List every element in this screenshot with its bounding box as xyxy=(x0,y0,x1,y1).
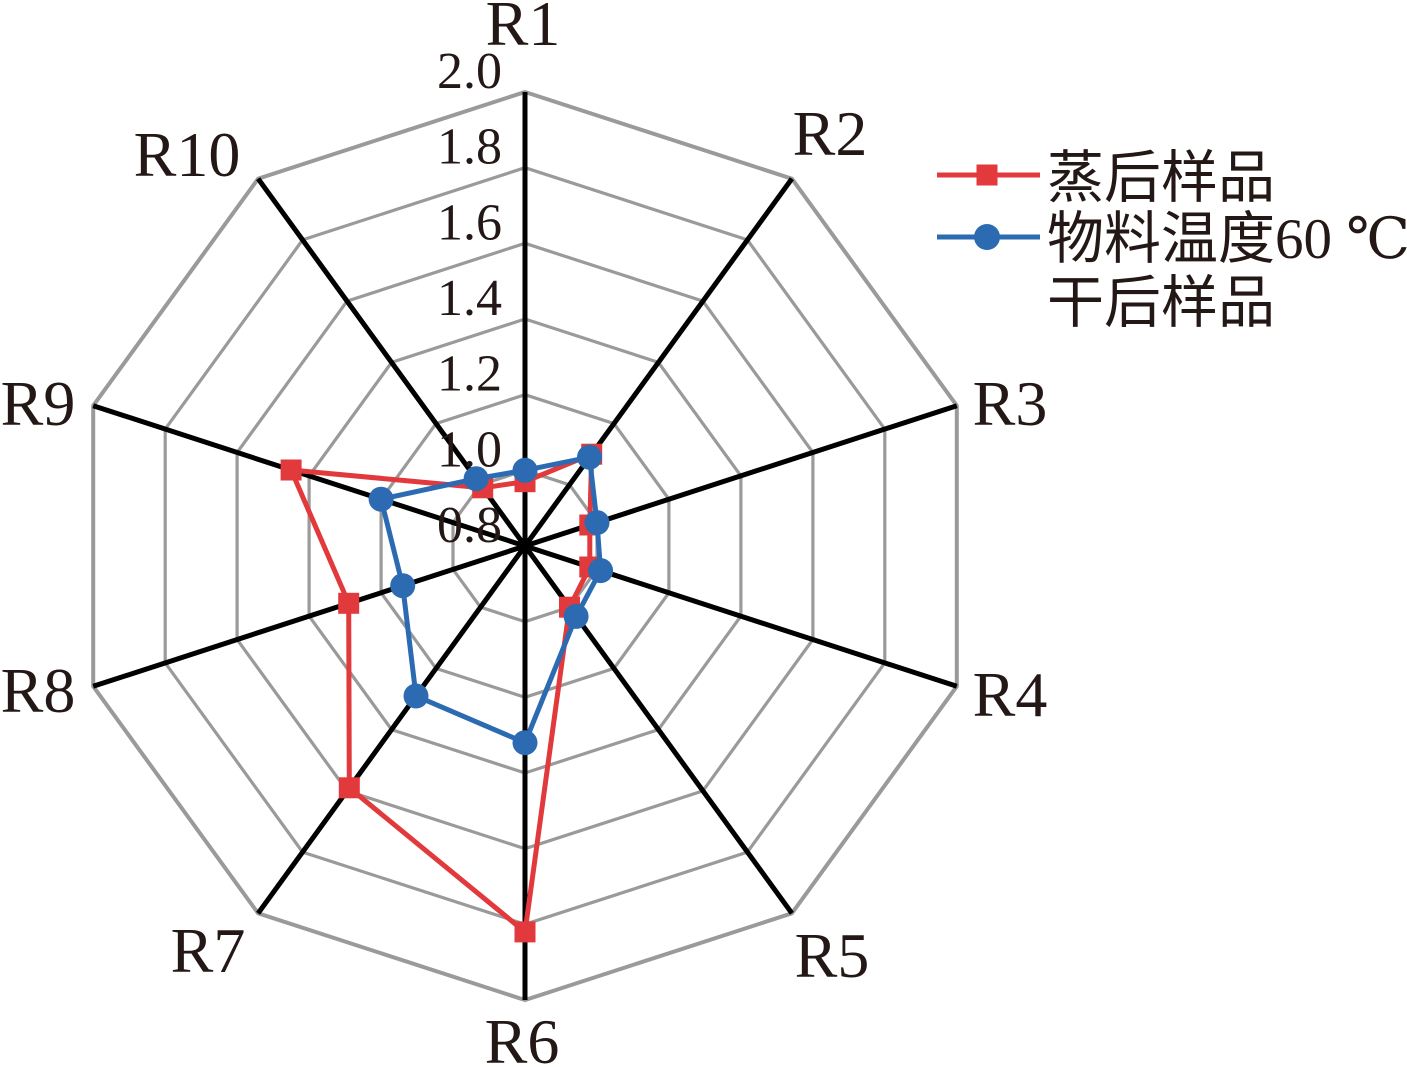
series-0-marker-R8 xyxy=(338,592,360,614)
series-1-marker-R9 xyxy=(368,486,394,512)
series-0-marker-R9 xyxy=(280,459,302,481)
axis-label-R1: R1 xyxy=(486,0,561,59)
legend-swatch-circle-1 xyxy=(974,224,1000,250)
axis-spoke-R8 xyxy=(92,543,526,689)
axis-label-R10: R10 xyxy=(134,119,241,190)
tick-label-1.8: 1.8 xyxy=(437,119,502,176)
axis-spoke-R2 xyxy=(522,177,794,548)
tick-label-1.4: 1.4 xyxy=(437,270,502,327)
series-1-marker-R2 xyxy=(577,444,602,470)
axis-spoke-R9 xyxy=(92,403,526,549)
tick-label-2.0: 2.0 xyxy=(437,43,502,100)
legend-swatch-square-0 xyxy=(976,164,998,186)
axis-label-R7: R7 xyxy=(171,915,246,986)
axis-label-R3: R3 xyxy=(973,368,1048,439)
legend-label-0: 蒸后样品 xyxy=(1047,147,1275,210)
series-1-marker-R1 xyxy=(512,457,538,483)
series-1-marker-R7 xyxy=(403,683,429,709)
axis-spoke-R7 xyxy=(256,544,528,915)
tick-label-1.2: 1.2 xyxy=(437,346,502,403)
axis-label-R6: R6 xyxy=(485,1006,560,1067)
axis-label-R9: R9 xyxy=(1,368,76,439)
series-1-marker-R6 xyxy=(512,730,538,756)
series-0-marker-R7 xyxy=(338,777,360,799)
series-0-marker-R6 xyxy=(514,921,536,943)
tick-label-1.6: 1.6 xyxy=(437,194,502,251)
axis-label-R2: R2 xyxy=(793,98,868,169)
axis-label-R5: R5 xyxy=(795,920,870,991)
legend-label-1-line-1: 物料温度60 ℃ xyxy=(1047,208,1407,271)
tick-label-1.0: 1.0 xyxy=(437,421,502,478)
legend-label-1-line-2: 干后样品 xyxy=(1047,272,1275,335)
series-1-marker-R5 xyxy=(563,603,589,629)
tick-label-0.8: 0.8 xyxy=(437,497,502,554)
series-1-marker-R10 xyxy=(463,466,489,492)
series-1-marker-R3 xyxy=(584,510,610,536)
series-1-marker-R4 xyxy=(588,558,614,584)
axis-label-R8: R8 xyxy=(1,655,76,726)
axis-label-R4: R4 xyxy=(973,659,1048,730)
series-1-marker-R8 xyxy=(390,573,416,599)
